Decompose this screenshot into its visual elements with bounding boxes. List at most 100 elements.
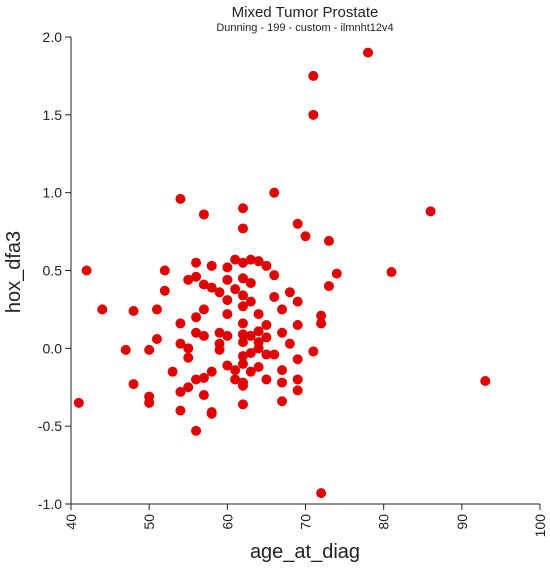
data-point: [237, 223, 248, 234]
data-point: [277, 365, 288, 376]
data-point: [191, 312, 202, 323]
data-point: [97, 304, 108, 315]
y-tick-label: 1.5: [43, 107, 63, 123]
data-point: [323, 281, 334, 292]
data-point: [237, 329, 248, 340]
data-point: [237, 337, 248, 348]
data-point: [81, 265, 92, 276]
data-point: [237, 358, 248, 369]
data-point: [198, 330, 209, 341]
data-point: [175, 405, 186, 416]
chart-subtitle: Dunning - 199 - custom - ilmnht12v4: [216, 22, 393, 34]
data-point: [261, 260, 272, 271]
data-point: [277, 304, 288, 315]
data-point: [245, 330, 256, 341]
data-point: [206, 366, 217, 377]
data-point: [222, 262, 233, 273]
data-point: [292, 319, 303, 330]
data-point: [316, 318, 327, 329]
data-point: [277, 327, 288, 338]
data-point: [183, 382, 194, 393]
data-point: [308, 70, 319, 81]
data-point: [167, 366, 178, 377]
data-point: [253, 256, 264, 267]
data-point: [237, 257, 248, 268]
data-point: [183, 343, 194, 354]
data-point: [300, 231, 311, 242]
data-point: [269, 187, 280, 198]
data-point: [245, 348, 256, 359]
x-tick-label: 100: [532, 514, 548, 538]
y-tick-label: -1.0: [38, 496, 62, 512]
y-tick-label: 1.0: [43, 185, 63, 201]
data-point: [323, 235, 334, 246]
data-point: [230, 365, 241, 376]
data-point: [230, 374, 241, 385]
data-point: [222, 360, 233, 371]
data-point: [206, 408, 217, 419]
data-point: [363, 47, 374, 58]
data-point: [269, 291, 280, 302]
data-point: [230, 284, 241, 295]
data-point: [284, 338, 295, 349]
data-point: [316, 310, 327, 321]
data-point: [261, 319, 272, 330]
data-point: [331, 268, 342, 279]
data-point: [73, 397, 84, 408]
data-point: [292, 296, 303, 307]
data-point: [425, 206, 436, 217]
data-point: [183, 274, 194, 285]
data-point: [191, 257, 202, 268]
data-point: [237, 203, 248, 214]
data-point: [308, 109, 319, 120]
data-point: [198, 304, 209, 315]
data-point: [292, 385, 303, 396]
x-tick-label: 40: [63, 514, 79, 530]
y-tick-label: 0.5: [43, 263, 63, 279]
data-point: [214, 287, 225, 298]
data-point: [151, 304, 162, 315]
y-tick-label: 0.0: [43, 340, 63, 356]
data-point: [292, 218, 303, 229]
data-point: [253, 326, 264, 337]
data-point: [120, 344, 131, 355]
data-point: [175, 193, 186, 204]
data-point: [292, 374, 303, 385]
x-tick-label: 60: [219, 514, 235, 530]
data-points: [73, 47, 491, 499]
data-point: [237, 301, 248, 312]
data-point: [237, 290, 248, 301]
data-point: [183, 352, 194, 363]
data-point: [277, 396, 288, 407]
data-point: [191, 374, 202, 385]
data-point: [237, 399, 248, 410]
data-point: [237, 273, 248, 284]
data-point: [269, 349, 280, 360]
data-point: [222, 295, 233, 306]
data-point: [159, 265, 170, 276]
data-point: [316, 488, 327, 499]
x-tick-label: 80: [376, 514, 392, 530]
data-point: [261, 349, 272, 360]
data-point: [253, 309, 264, 320]
x-axis-label: age_at_diag: [250, 541, 360, 563]
x-tick-label: 70: [298, 514, 314, 530]
plot-area: 40 50 60 70 80 90 100 -1.0 -0.5 0.0 0.5 1.0 1.5 2.0: [38, 29, 548, 537]
y-tick-label: 2.0: [43, 29, 63, 45]
x-tick-label: 90: [454, 514, 470, 530]
data-point: [237, 380, 248, 391]
data-point: [175, 318, 186, 329]
data-point: [144, 397, 155, 408]
data-point: [292, 354, 303, 365]
data-point: [269, 270, 280, 281]
data-point: [277, 377, 288, 388]
data-point: [175, 338, 186, 349]
y-axis-ticks: -1.0 -0.5 0.0 0.5 1.0 1.5 2.0: [38, 29, 71, 512]
data-point: [128, 379, 139, 390]
data-point: [191, 271, 202, 282]
data-point: [222, 309, 233, 320]
data-point: [386, 267, 397, 278]
data-point: [198, 372, 209, 383]
data-point: [261, 374, 272, 385]
